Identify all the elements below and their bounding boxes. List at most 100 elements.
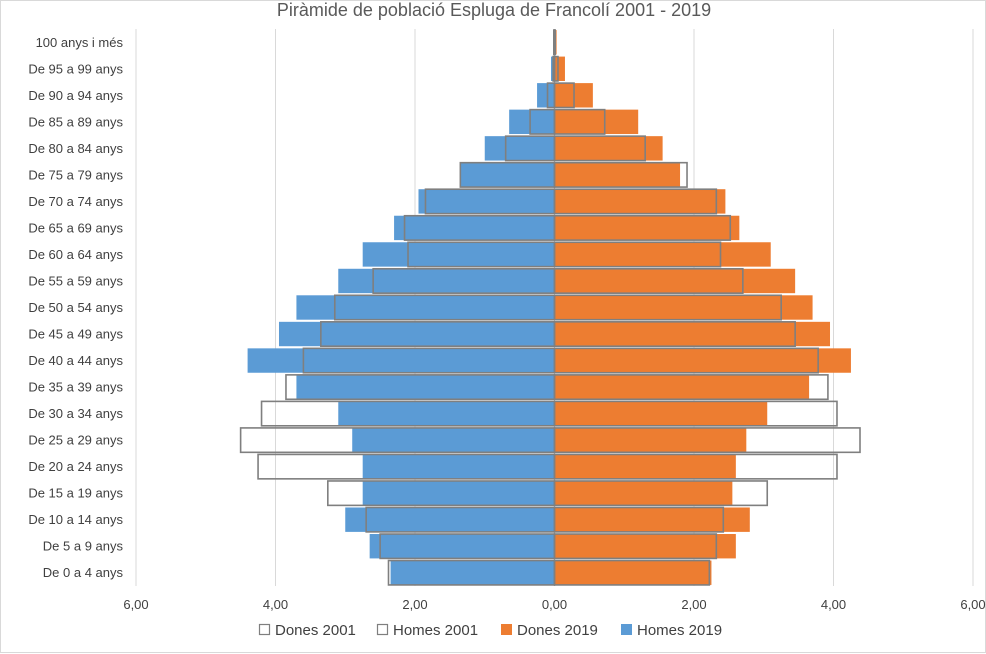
bar-homes-2019 <box>338 401 555 426</box>
bar-homes-2019 <box>418 189 555 214</box>
bar-dones-2019 <box>554 162 681 188</box>
outline-dones-2001 <box>553 188 718 215</box>
bar-dones-2019 <box>554 427 747 453</box>
bar-homes-2019 <box>509 109 555 135</box>
bars <box>239 29 861 586</box>
category-label: De 0 a 4 anys <box>43 565 124 580</box>
outline-dones-2001 <box>553 214 732 241</box>
category-label: De 80 a 84 anys <box>28 141 123 156</box>
category-label: De 30 a 34 anys <box>28 406 123 421</box>
x-tick-label: 6,00 <box>123 597 148 612</box>
outline-dones-2001 <box>553 400 838 427</box>
bar-homes-2019 <box>296 374 555 400</box>
bar-homes-2019 <box>362 480 555 506</box>
bar-dones-2019 <box>554 136 663 161</box>
bar-dones-2019 <box>554 215 740 241</box>
category-label: De 95 a 99 anys <box>28 61 123 76</box>
legend-swatch <box>621 624 632 635</box>
bar-dones-2019 <box>554 507 750 532</box>
bar-homes-2019 <box>247 348 555 373</box>
legend-item: Dones 2019 <box>501 622 598 639</box>
x-tick-label: 2,00 <box>402 597 427 612</box>
category-label: De 50 a 54 anys <box>28 300 123 315</box>
category-label: De 65 a 69 anys <box>28 220 123 235</box>
outline-dones-2001 <box>553 480 769 507</box>
outline-dones-2001 <box>553 108 606 135</box>
category-label: De 40 a 44 anys <box>28 353 123 368</box>
bar-homes-2019 <box>345 507 555 532</box>
bar-homes-2019 <box>338 268 555 294</box>
bar-dones-2019 <box>554 454 736 479</box>
bar-homes-2019 <box>369 534 555 559</box>
outline-dones-2001 <box>553 55 559 82</box>
outline-dones-2001 <box>553 161 688 188</box>
bar-dones-2019 <box>554 401 768 426</box>
bar-dones-2019 <box>554 560 712 585</box>
outline-dones-2001 <box>553 533 718 560</box>
outline-dones-2001 <box>553 267 744 294</box>
outline-dones-2001 <box>553 427 861 454</box>
outline-dones-2001 <box>553 506 725 533</box>
category-label: De 60 a 64 anys <box>28 247 123 262</box>
legend-label: Dones 2001 <box>275 622 356 639</box>
category-label: De 55 a 59 anys <box>28 273 123 288</box>
bar-homes-2019 <box>362 454 555 479</box>
bar-dones-2019 <box>554 534 736 559</box>
bar-homes-2019 <box>537 83 555 108</box>
legend: Dones 2001 Homes 2001 Dones 2019 Homes 2019 <box>258 622 722 639</box>
outline-dones-2001 <box>553 559 711 586</box>
legend-item: Homes 2001 <box>376 622 478 639</box>
category-label: 100 anys i més <box>36 35 124 50</box>
outline-dones-2001 <box>553 347 819 374</box>
legend-label: Homes 2001 <box>393 622 478 639</box>
bar-homes-2019 <box>460 162 555 188</box>
bar-dones-2019 <box>554 189 726 214</box>
bar-homes-2019 <box>352 427 555 453</box>
legend-item: Homes 2019 <box>621 622 722 639</box>
category-label: De 5 a 9 anys <box>43 539 124 554</box>
outline-dones-2001 <box>553 82 575 109</box>
bar-dones-2019 <box>554 295 813 320</box>
outline-dones-2001 <box>553 241 722 268</box>
outline-dones-2001 <box>553 321 796 348</box>
x-tick-label: 4,00 <box>263 597 288 612</box>
bar-homes-2019 <box>390 560 555 585</box>
bar-homes-2019 <box>278 321 555 347</box>
bar-dones-2019 <box>554 348 851 373</box>
legend-item: Dones 2001 <box>258 622 356 639</box>
legend-swatch <box>376 623 389 636</box>
outline-dones-2001 <box>553 453 838 480</box>
bar-homes-2019 <box>394 215 555 241</box>
x-tick-labels: 6,00 4,00 2,00 0,00 2,00 4,00 6,00 <box>123 597 985 612</box>
category-label: De 10 a 14 anys <box>28 512 123 527</box>
category-label: De 85 a 89 anys <box>28 114 123 129</box>
legend-label: Homes 2019 <box>637 622 722 639</box>
category-label: De 45 a 49 anys <box>28 327 123 342</box>
outline-dones-2001 <box>553 374 829 401</box>
bar-dones-2019 <box>554 268 796 294</box>
category-label: De 75 a 79 anys <box>28 167 123 182</box>
x-tick-label: 0,00 <box>542 597 567 612</box>
category-label: De 25 a 29 anys <box>28 433 123 448</box>
bar-dones-2019 <box>554 374 810 400</box>
category-label: De 90 a 94 anys <box>28 88 123 103</box>
legend-swatch <box>258 623 271 636</box>
bar-dones-2019 <box>554 242 771 267</box>
bar-dones-2019 <box>554 480 733 506</box>
bar-dones-2019 <box>554 56 565 81</box>
legend-label: Dones 2019 <box>517 622 598 639</box>
x-tick-label: 2,00 <box>681 597 706 612</box>
x-tick-label: 6,00 <box>960 597 985 612</box>
category-label: De 20 a 24 anys <box>28 459 123 474</box>
legend-swatch <box>501 624 512 635</box>
category-label: De 35 a 39 anys <box>28 380 123 395</box>
chart-title: Piràmide de població Espluga de Francolí… <box>277 1 711 20</box>
bar-homes-2019 <box>362 242 555 267</box>
x-tick-label: 4,00 <box>821 597 846 612</box>
bar-dones-2019 <box>554 109 639 135</box>
bar-homes-2019 <box>484 136 555 161</box>
outline-dones-2001 <box>553 135 646 162</box>
category-labels: De 0 a 4 anys De 5 a 9 anys De 10 a 14 any… <box>28 35 123 580</box>
